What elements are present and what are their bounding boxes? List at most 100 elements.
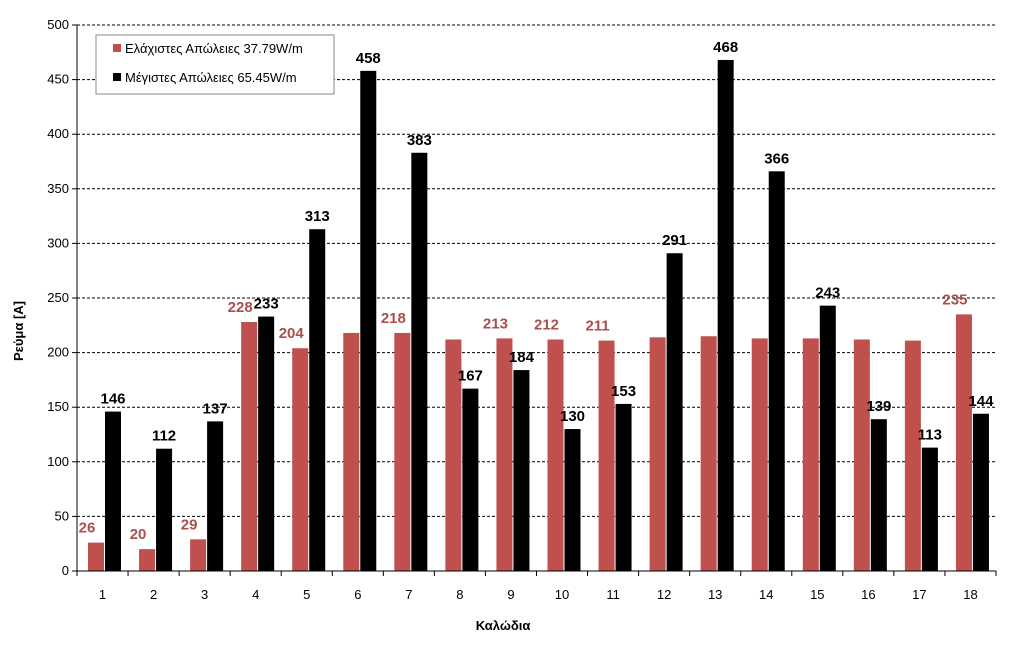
data-label-max: 167 <box>458 368 483 385</box>
x-tick-label: 12 <box>657 587 671 602</box>
bar-max-losses <box>105 411 121 571</box>
data-label-max: 137 <box>203 400 228 417</box>
data-label-max: 146 <box>100 391 125 408</box>
bar-max-losses <box>717 59 734 571</box>
data-label-max: 144 <box>968 393 994 410</box>
bar-min-losses <box>598 340 615 571</box>
bar-min-losses <box>649 337 666 571</box>
data-label-min: 235 <box>942 291 967 308</box>
data-label-max: 130 <box>560 408 585 425</box>
bar-max-losses <box>768 171 785 571</box>
data-label-min: 29 <box>181 516 198 533</box>
bar-min-losses <box>751 338 768 571</box>
data-label-min: 204 <box>279 325 305 342</box>
y-tick-label: 250 <box>47 290 69 305</box>
bar-max-losses <box>462 388 479 571</box>
bar-min-losses <box>343 332 360 571</box>
x-tick-label: 1 <box>99 587 106 602</box>
bar-max-losses <box>819 305 836 571</box>
bar-min-losses <box>547 339 564 571</box>
data-labels: 26 20 29 228 204 218 213 212 211 235 146 112 137 233 3… <box>79 39 994 543</box>
data-label-max: 291 <box>662 232 687 249</box>
bar-max-losses <box>921 447 938 571</box>
data-label-min: 20 <box>130 526 147 543</box>
x-tick-label: 14 <box>759 587 773 602</box>
bar-max-losses <box>564 429 581 571</box>
y-tick-label: 0 <box>62 563 69 578</box>
data-label-max: 184 <box>509 349 535 366</box>
data-label-min: 218 <box>381 310 406 327</box>
y-tick-label: 350 <box>47 181 69 196</box>
y-axis-title: Ρεύμα [A] <box>11 301 26 361</box>
legend-swatch-max <box>113 73 121 81</box>
bar-min-losses <box>139 549 156 571</box>
y-tick-label: 500 <box>47 17 69 32</box>
legend: Ελάχιστες Απώλειες 37.79W/m Μέγιστες Απώ… <box>95 34 335 95</box>
data-label-max: 458 <box>356 50 381 67</box>
legend-label-min: Ελάχιστες Απώλειες 37.79W/m <box>125 41 303 56</box>
bar-max-losses <box>615 403 632 571</box>
x-axis-ticks: 1 2 3 4 5 6 7 8 9 10 11 12 13 14 15 16 17 18 <box>76 571 997 602</box>
data-label-max: 153 <box>611 383 636 400</box>
x-tick-label: 10 <box>555 587 569 602</box>
gridlines <box>77 24 996 517</box>
bar-min-losses <box>190 539 207 571</box>
bar-max-losses <box>513 370 530 571</box>
x-tick-label: 6 <box>354 587 361 602</box>
x-tick-label: 18 <box>963 587 977 602</box>
data-label-min: 212 <box>534 316 559 333</box>
bar-min-losses <box>496 338 513 571</box>
data-label-max: 468 <box>713 39 738 56</box>
legend-box <box>95 34 335 95</box>
data-label-min: 26 <box>79 520 96 537</box>
bar-max-losses <box>207 421 224 571</box>
data-label-max: 243 <box>815 285 840 302</box>
data-label-min: 211 <box>585 318 609 335</box>
bar-min-losses <box>445 339 462 571</box>
y-tick-label: 150 <box>47 399 69 414</box>
x-tick-label: 17 <box>912 587 926 602</box>
x-tick-label: 4 <box>252 587 259 602</box>
x-tick-label: 8 <box>456 587 463 602</box>
bars <box>88 59 989 572</box>
data-label-max: 112 <box>152 428 176 445</box>
bar-max-losses <box>972 413 989 571</box>
x-tick-label: 3 <box>201 587 208 602</box>
y-tick-label: 100 <box>47 454 69 469</box>
x-tick-label: 15 <box>810 587 824 602</box>
bar-min-losses <box>955 314 972 571</box>
bar-min-losses <box>394 332 411 571</box>
data-label-max: 233 <box>254 296 279 313</box>
data-label-max: 313 <box>305 208 330 225</box>
bar-max-losses <box>870 419 887 571</box>
bar-max-losses <box>666 253 683 571</box>
data-label-max: 383 <box>407 132 432 149</box>
data-label-min: 228 <box>228 299 253 316</box>
bar-min-losses <box>241 322 258 571</box>
data-label-max: 113 <box>918 427 942 444</box>
bar-min-losses <box>853 339 870 571</box>
x-tick-label: 11 <box>606 587 620 602</box>
x-tick-label: 7 <box>405 587 412 602</box>
y-tick-label: 200 <box>47 345 69 360</box>
y-tick-label: 50 <box>55 508 69 523</box>
data-label-max: 366 <box>764 150 789 167</box>
data-label-min: 213 <box>483 315 508 332</box>
data-label-max: 139 <box>866 398 891 415</box>
legend-swatch-min <box>113 44 121 52</box>
x-tick-label: 2 <box>150 587 157 602</box>
bar-min-losses <box>88 542 104 571</box>
bar-max-losses <box>411 152 428 571</box>
x-tick-label: 9 <box>507 587 514 602</box>
y-tick-label: 450 <box>47 72 69 87</box>
y-tick-label: 400 <box>47 126 69 141</box>
y-tick-label: 300 <box>47 235 69 250</box>
x-tick-label: 5 <box>303 587 310 602</box>
bar-min-losses <box>292 348 309 571</box>
bar-max-losses <box>309 229 326 572</box>
x-axis-title: Καλώδια <box>476 618 531 633</box>
y-axis-ticks: 0 50 100 150 200 250 300 350 400 450 500 <box>47 17 77 578</box>
x-tick-label: 13 <box>708 587 722 602</box>
bar-max-losses <box>258 316 275 571</box>
